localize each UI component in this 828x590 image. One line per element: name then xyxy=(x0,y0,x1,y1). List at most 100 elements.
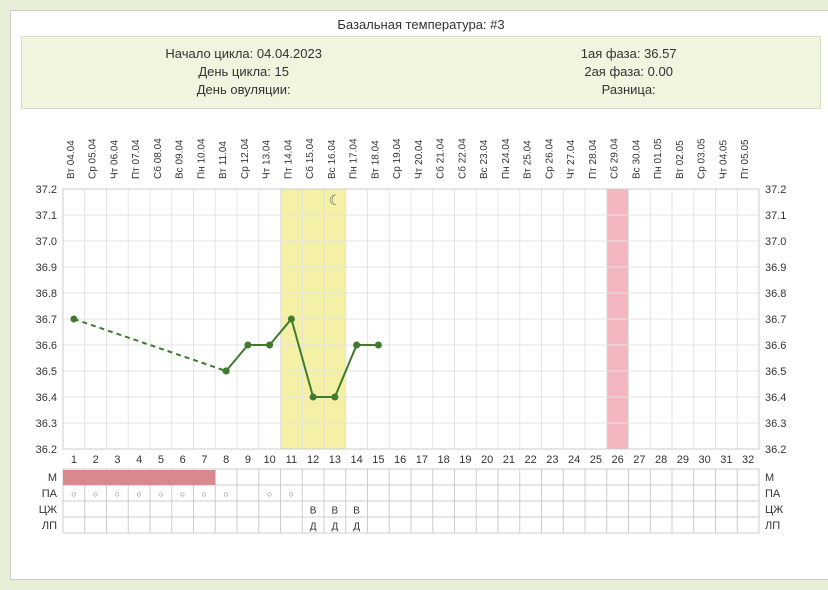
svg-text:○: ○ xyxy=(136,489,141,499)
svg-text:12: 12 xyxy=(307,454,319,466)
svg-text:○: ○ xyxy=(180,489,185,499)
svg-text:В: В xyxy=(310,505,317,516)
svg-text:Ср 26.04: Ср 26.04 xyxy=(544,138,555,179)
ovulation-label: День овуляции: xyxy=(197,82,291,97)
svg-text:ЦЖ: ЦЖ xyxy=(39,504,57,516)
svg-text:36.2: 36.2 xyxy=(765,444,786,456)
svg-text:36.5: 36.5 xyxy=(36,366,57,378)
svg-text:○: ○ xyxy=(71,489,76,499)
svg-text:Вс 30.04: Вс 30.04 xyxy=(631,139,642,179)
bbt-chart-svg: 37.237.237.137.137.037.036.936.936.836.8… xyxy=(21,119,801,569)
svg-text:14: 14 xyxy=(351,454,363,466)
svg-text:Сб 15.04: Сб 15.04 xyxy=(304,137,316,178)
svg-text:М: М xyxy=(48,472,57,484)
svg-text:36.9: 36.9 xyxy=(765,262,786,274)
svg-text:36.4: 36.4 xyxy=(765,392,786,404)
svg-text:○: ○ xyxy=(223,489,228,499)
svg-text:1: 1 xyxy=(71,454,77,466)
svg-text:М: М xyxy=(765,472,774,484)
svg-text:Вс 09.04: Вс 09.04 xyxy=(175,139,186,179)
svg-text:36.5: 36.5 xyxy=(765,366,786,378)
svg-text:Вт 02.05: Вт 02.05 xyxy=(675,139,686,178)
svg-text:Вт 11.04: Вт 11.04 xyxy=(218,140,229,178)
svg-text:37.2: 37.2 xyxy=(765,184,786,196)
svg-text:ЛП: ЛП xyxy=(42,520,57,532)
svg-text:9: 9 xyxy=(245,454,251,466)
svg-text:Пн 24.04: Пн 24.04 xyxy=(501,138,512,179)
svg-text:5: 5 xyxy=(158,454,164,466)
svg-text:36.8: 36.8 xyxy=(36,288,57,300)
phase2-value: 0.00 xyxy=(648,64,673,79)
svg-text:10: 10 xyxy=(264,454,276,466)
svg-text:37.0: 37.0 xyxy=(36,236,57,248)
svg-text:27: 27 xyxy=(633,454,645,466)
chart-panel: Базальная температура: #3 Начало цикла: … xyxy=(10,10,828,580)
info-right: 1ая фаза: 36.57 2ая фаза: 0.00 Разница: xyxy=(581,45,677,100)
svg-text:Сб 22.04: Сб 22.04 xyxy=(456,137,468,178)
svg-text:Чт 04.05: Чт 04.05 xyxy=(718,139,729,178)
svg-text:36.2: 36.2 xyxy=(36,444,57,456)
svg-text:Вс 16.04: Вс 16.04 xyxy=(327,139,338,179)
svg-text:○: ○ xyxy=(202,489,207,499)
svg-text:ПА: ПА xyxy=(42,488,58,500)
svg-text:19: 19 xyxy=(459,454,471,466)
svg-text:36.7: 36.7 xyxy=(36,314,57,326)
svg-text:17: 17 xyxy=(416,454,428,466)
svg-text:Вт 04.04: Вт 04.04 xyxy=(66,139,77,178)
svg-text:○: ○ xyxy=(115,489,120,499)
svg-text:ПА: ПА xyxy=(765,488,781,500)
svg-text:☾: ☾ xyxy=(329,192,342,208)
svg-text:Вт 25.04: Вт 25.04 xyxy=(523,139,534,178)
svg-text:6: 6 xyxy=(180,454,186,466)
svg-text:37.1: 37.1 xyxy=(36,210,57,222)
svg-text:Пн 01.05: Пн 01.05 xyxy=(653,138,664,179)
svg-text:○: ○ xyxy=(267,489,272,499)
svg-text:18: 18 xyxy=(438,454,450,466)
svg-text:Вс 23.04: Вс 23.04 xyxy=(479,139,490,179)
svg-text:Пт 28.04: Пт 28.04 xyxy=(588,139,599,179)
svg-text:Д: Д xyxy=(353,521,360,532)
chart-area: 37.237.237.137.137.037.036.936.936.836.8… xyxy=(21,119,821,569)
svg-text:Пн 17.04: Пн 17.04 xyxy=(349,138,360,179)
svg-text:Пт 14.04: Пт 14.04 xyxy=(283,139,294,179)
svg-text:Сб 21.04: Сб 21.04 xyxy=(435,137,447,178)
svg-text:31: 31 xyxy=(720,454,732,466)
svg-text:8: 8 xyxy=(223,454,229,466)
svg-text:32: 32 xyxy=(742,454,754,466)
svg-text:15: 15 xyxy=(372,454,384,466)
svg-text:Сб 29.04: Сб 29.04 xyxy=(609,137,621,178)
svg-text:36.7: 36.7 xyxy=(765,314,786,326)
cycle-day-label: День цикла: xyxy=(198,64,271,79)
svg-text:36.8: 36.8 xyxy=(765,288,786,300)
svg-text:11: 11 xyxy=(286,454,297,466)
svg-text:○: ○ xyxy=(93,489,98,499)
cycle-start-label: Начало цикла: xyxy=(165,46,253,61)
svg-text:7: 7 xyxy=(201,454,207,466)
svg-text:Вт 18.04: Вт 18.04 xyxy=(370,139,381,178)
svg-text:37.2: 37.2 xyxy=(36,184,57,196)
svg-text:ЦЖ: ЦЖ xyxy=(765,504,783,516)
svg-text:16: 16 xyxy=(394,454,406,466)
svg-text:37.0: 37.0 xyxy=(765,236,786,248)
svg-text:Сб 08.04: Сб 08.04 xyxy=(152,137,164,178)
svg-text:○: ○ xyxy=(289,489,294,499)
svg-text:Ср 12.04: Ср 12.04 xyxy=(240,138,251,179)
svg-text:4: 4 xyxy=(136,454,142,466)
svg-text:2: 2 xyxy=(93,454,99,466)
svg-text:Ср 05.04: Ср 05.04 xyxy=(88,138,99,179)
svg-text:Чт 06.04: Чт 06.04 xyxy=(109,139,120,178)
chart-title: Базальная температура: #3 xyxy=(21,17,821,32)
svg-text:36.3: 36.3 xyxy=(36,418,57,430)
svg-text:Ср 19.04: Ср 19.04 xyxy=(392,138,403,179)
svg-text:В: В xyxy=(353,505,360,516)
svg-text:36.4: 36.4 xyxy=(36,392,57,404)
svg-text:Чт 20.04: Чт 20.04 xyxy=(414,139,425,178)
cycle-day-value: 15 xyxy=(275,64,289,79)
diff-label: Разница: xyxy=(602,82,656,97)
svg-text:36.6: 36.6 xyxy=(36,340,57,352)
svg-text:21: 21 xyxy=(503,454,515,466)
svg-text:Д: Д xyxy=(331,521,338,532)
phase2-label: 2ая фаза: xyxy=(584,64,644,79)
svg-text:20: 20 xyxy=(481,454,493,466)
svg-text:Д: Д xyxy=(310,521,317,532)
